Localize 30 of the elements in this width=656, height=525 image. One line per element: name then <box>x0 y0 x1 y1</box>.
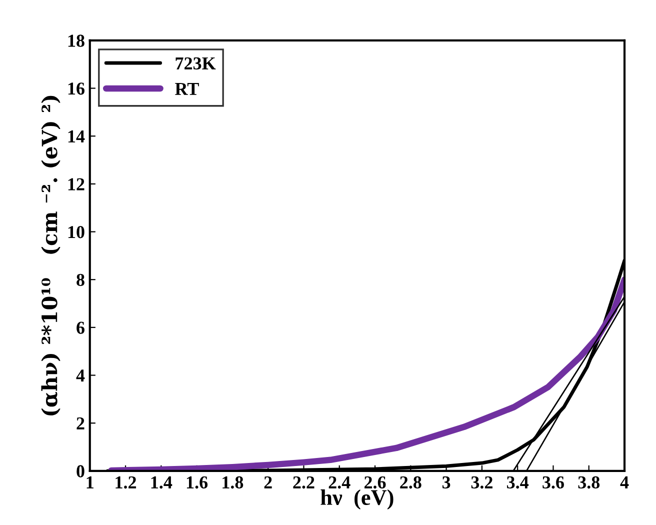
x-tick-label: 1 <box>86 476 94 488</box>
y-tick-label: 10 <box>68 226 84 238</box>
legend-label: RT <box>175 83 199 95</box>
x-tick-label: 3 <box>442 476 450 488</box>
y-tick-label: 12 <box>68 178 84 190</box>
y-tick-label: 0 <box>76 465 84 478</box>
y-axis-title: (αhν) ²*10¹⁰ (cm ⁻². (eV) ²) <box>41 96 60 416</box>
x-tick-label: 2.6 <box>364 476 386 489</box>
x-tick-label: 3.4 <box>506 476 529 489</box>
x-tick-label: 3.6 <box>542 476 564 489</box>
x-tick-label: 2.2 <box>293 476 314 489</box>
x-tick-label: 3.8 <box>578 476 600 489</box>
y-tick-label: 16 <box>68 82 84 95</box>
x-tick-label: 2.4 <box>328 476 350 489</box>
y-tick-label: 4 <box>76 370 85 382</box>
x-tick-label: 2.8 <box>400 476 422 489</box>
x-axis-title: hν (eV) <box>320 489 394 510</box>
x-tick-label: 2 <box>264 476 272 488</box>
y-tick-label: 8 <box>76 274 84 286</box>
x-tick-label: 1.4 <box>151 476 172 489</box>
x-tick-label: 3.2 <box>471 476 492 489</box>
legend-label: 723K <box>176 57 216 70</box>
x-tick-label: 1.2 <box>116 476 136 489</box>
y-tick-label: 18 <box>68 34 84 47</box>
x-tick-label: 1.6 <box>186 476 208 489</box>
y-tick-label: 14 <box>68 130 85 142</box>
y-tick-label: 2 <box>76 417 84 430</box>
y-tick-label: 6 <box>76 322 84 334</box>
x-tick-label: 1.8 <box>222 476 244 489</box>
x-tick-label: 4 <box>620 476 629 488</box>
